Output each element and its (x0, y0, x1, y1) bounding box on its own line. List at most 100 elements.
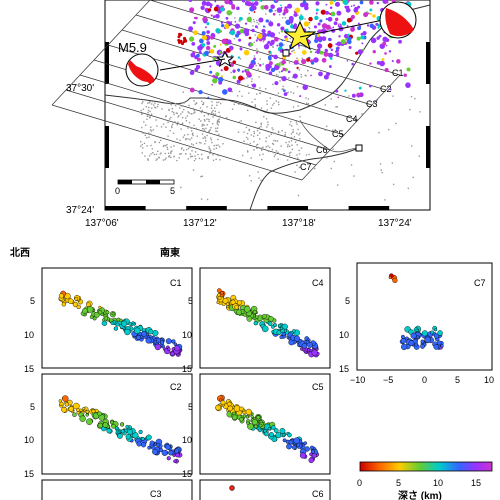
quake-dot (283, 152, 285, 155)
aftershock-dot (356, 36, 361, 41)
quake-dot (216, 123, 218, 125)
hypocenter-dot (288, 439, 294, 445)
aftershock-dot (358, 94, 361, 98)
quake-dot (292, 131, 294, 133)
aftershock-dot (281, 60, 286, 65)
lon-label-13724: 137°24' (378, 218, 412, 229)
aftershock-dot (219, 51, 222, 54)
hypocenter-dot (59, 401, 64, 406)
quake-dot (296, 57, 298, 59)
quake-dot (298, 149, 300, 152)
aftershock-dot (344, 5, 348, 9)
aftershock-dot (355, 51, 359, 55)
aftershock-dot (239, 28, 245, 34)
quake-dot (154, 102, 156, 104)
aftershock-dot (183, 37, 187, 41)
quake-dot (335, 106, 337, 108)
quake-dot (148, 136, 150, 138)
hypocenter-dot (62, 395, 69, 402)
quake-dot (171, 150, 173, 152)
quake-dot (204, 137, 207, 139)
aftershock-dot (244, 1, 250, 6)
aftershock-dot (403, 73, 407, 77)
quake-dot (147, 111, 149, 114)
aftershock-dot (347, 39, 352, 45)
y-tick: 15 (24, 364, 34, 374)
quake-dot (200, 175, 202, 178)
hypocenter-dot (303, 441, 308, 445)
hypocenter-dot (67, 298, 74, 305)
quake-dot (186, 115, 189, 117)
quake-dot (275, 150, 278, 152)
y-tick: 10 (182, 330, 192, 340)
quake-dot (148, 155, 151, 157)
hypocenter-dot (440, 344, 444, 348)
aftershock-dot (251, 5, 257, 11)
hypocenter-dot (273, 428, 279, 433)
profile-label-c3: C3 (366, 99, 378, 109)
hypocenter-dot (256, 415, 261, 420)
quake-dot (192, 107, 194, 110)
aftershock-dot (221, 38, 228, 45)
profile-label-c1: C1 (392, 68, 404, 78)
aftershock-dot (329, 6, 333, 9)
quake-dot (266, 103, 268, 105)
quake-dot (407, 187, 410, 190)
coastline-south (249, 147, 359, 211)
quake-dot (176, 123, 178, 126)
quake-dot (190, 155, 193, 158)
quake-dot (217, 119, 219, 121)
quake-dot (145, 106, 148, 108)
aftershock-dot (315, 12, 318, 15)
hypocenter-dot (408, 340, 415, 347)
quake-dot (142, 147, 144, 149)
hypocenter-dot (158, 447, 163, 452)
hypocenter-dot (401, 343, 408, 351)
aftershock-dot (219, 43, 222, 46)
quake-dot (218, 145, 221, 148)
quake-dot (157, 150, 159, 153)
quake-dot (198, 118, 200, 120)
quake-dot (295, 100, 297, 103)
aftershock-dot (329, 13, 332, 15)
quake-dot (252, 18, 255, 21)
quake-dot (266, 100, 268, 102)
aftershock-dot (384, 52, 387, 55)
aftershock-dot (207, 8, 212, 12)
quake-dot (250, 134, 253, 136)
quake-dot (266, 126, 268, 128)
quake-dot (290, 140, 293, 142)
hypocenter-dot (58, 293, 65, 299)
hypocenter-dot (234, 304, 240, 310)
quake-dot (267, 124, 269, 126)
aftershock-dot (293, 13, 298, 17)
quake-dot (204, 136, 206, 138)
aftershock-dot (293, 51, 296, 54)
quake-dot (256, 130, 259, 132)
aftershock-dot (265, 19, 269, 23)
quake-dot (174, 121, 176, 123)
quake-dot (170, 103, 172, 105)
quake-dot (164, 115, 167, 118)
quake-dot (226, 117, 228, 119)
quake-dot (198, 157, 201, 160)
hypocenter-dot (420, 339, 425, 344)
hypocenter-dot (271, 425, 276, 430)
cross-section-panels: C1 5 10 15 C4 5 10 15 C7 5 10 15 −10 −5 … (24, 262, 494, 500)
map-border (105, 42, 430, 210)
quake-dot (197, 153, 199, 156)
quake-dot (238, 19, 240, 22)
quake-dot (170, 152, 172, 155)
quake-dot (200, 120, 202, 122)
quake-dot (256, 19, 258, 22)
aftershock-dot (280, 30, 284, 33)
hypocenter-dot (85, 409, 90, 414)
quake-dot (199, 107, 202, 109)
aftershock-dot (315, 8, 319, 12)
aftershock-dot (226, 39, 232, 45)
hypocenter-dot (410, 332, 417, 339)
hypocenter-dot (261, 325, 269, 333)
quake-dot (211, 122, 214, 125)
aftershock-dot (201, 43, 206, 47)
quake-dot (280, 76, 282, 78)
